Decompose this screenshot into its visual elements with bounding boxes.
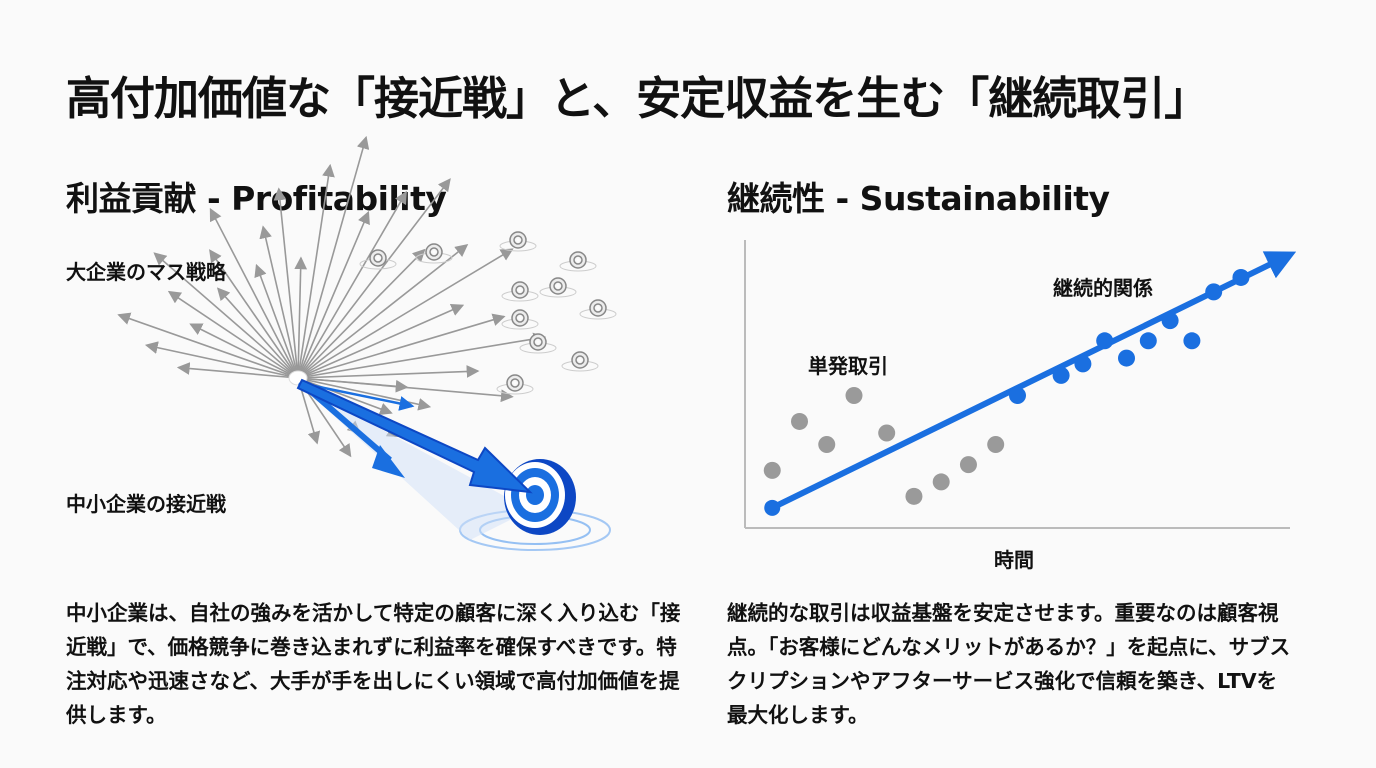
- sustainability-chart: [744, 240, 1297, 529]
- target-icon: [359, 249, 397, 270]
- one-off-point: [932, 473, 950, 491]
- page-title: 高付加価値な「接近戦」と、安定収益を生む「継続取引」: [66, 72, 1209, 125]
- mass-strategy-label: 大企業のマス戦略: [66, 260, 226, 284]
- trend-start-point: [764, 499, 781, 516]
- close-combat-diagram: [117, 135, 617, 551]
- target-icon: [579, 299, 617, 320]
- gray-arrow: [209, 207, 299, 379]
- one-off-point: [878, 424, 896, 442]
- small-targets: [359, 231, 617, 395]
- gray-arrow: [117, 312, 299, 379]
- gray-arrow: [176, 362, 299, 379]
- gray-arrow: [297, 377, 393, 416]
- target-icon: [561, 351, 599, 372]
- gray-arrow: [297, 190, 407, 379]
- profitability-body: 中小企業は、自社の強みを活かして特定の顧客に深く入り込む「接近戦」で、価格競争に…: [66, 601, 681, 727]
- continuous-point: [1139, 332, 1157, 350]
- gray-arrow: [189, 323, 299, 379]
- one-off-label: 単発取引: [808, 354, 888, 378]
- continuous-label: 継続的関係: [1053, 276, 1153, 300]
- target-icon: [501, 309, 539, 330]
- profitability-heading: 利益貢献 - Profitability: [66, 179, 447, 218]
- continuous-point: [1118, 349, 1135, 367]
- gray-arrow: [297, 178, 451, 379]
- continuous-point: [1205, 283, 1223, 301]
- continuous-point: [1232, 268, 1250, 286]
- gray-arrow: [294, 256, 308, 379]
- one-off-point: [818, 435, 836, 453]
- gray-arrow: [297, 248, 426, 379]
- gray-arrow: [297, 377, 409, 393]
- one-off-point: [791, 412, 808, 430]
- sustainability-body: 継続的な取引は収益基盤を安定させます。重要なのは顧客視点。「お客様にどんなメリッ…: [727, 601, 1291, 727]
- sustainability-heading: 継続性 - Sustainability: [727, 179, 1110, 218]
- close-combat-label: 中小企業の接近戦: [66, 492, 226, 516]
- target-icon: [559, 251, 597, 272]
- continuous-point: [1052, 366, 1070, 384]
- one-off-point: [845, 387, 863, 405]
- gray-arrow: [297, 313, 506, 379]
- gray-arrow: [153, 252, 299, 379]
- gray-arrow: [297, 210, 370, 379]
- gray-arrow: [273, 187, 299, 379]
- continuous-point: [1009, 387, 1026, 405]
- gray-arrow: [297, 163, 335, 379]
- close-combat-target: [300, 385, 611, 551]
- close-combat-arrows: [296, 378, 533, 494]
- target-icon: [539, 277, 577, 298]
- gray-arrow: [297, 365, 480, 379]
- target-icon: [499, 231, 537, 252]
- x-axis-label: 時間: [994, 548, 1034, 572]
- gray-arrow: [216, 287, 299, 379]
- target-icon: [501, 281, 539, 302]
- one-off-point: [959, 456, 977, 474]
- continuous-point: [1074, 355, 1092, 373]
- gray-arrow: [297, 244, 469, 379]
- trend-line: [770, 251, 1297, 511]
- continuous-point: [1161, 312, 1179, 330]
- gray-arrow: [209, 249, 299, 379]
- gray-arrow: [259, 225, 299, 379]
- gray-arrow: [297, 332, 547, 379]
- gray-arrow: [297, 248, 514, 379]
- target-icon: [496, 374, 534, 395]
- gray-arrow: [167, 290, 299, 379]
- one-off-point: [905, 487, 923, 505]
- continuous-point: [1096, 332, 1114, 350]
- target-icon: [415, 243, 453, 264]
- gray-arrow: [144, 341, 299, 379]
- one-off-point: [763, 461, 781, 479]
- one-off-point: [987, 435, 1005, 453]
- target-icon: [519, 333, 557, 354]
- continuous-point: [1183, 332, 1201, 350]
- gray-arrow: [254, 263, 299, 379]
- gray-arrow: [297, 304, 465, 379]
- gray-arrow: [297, 135, 370, 379]
